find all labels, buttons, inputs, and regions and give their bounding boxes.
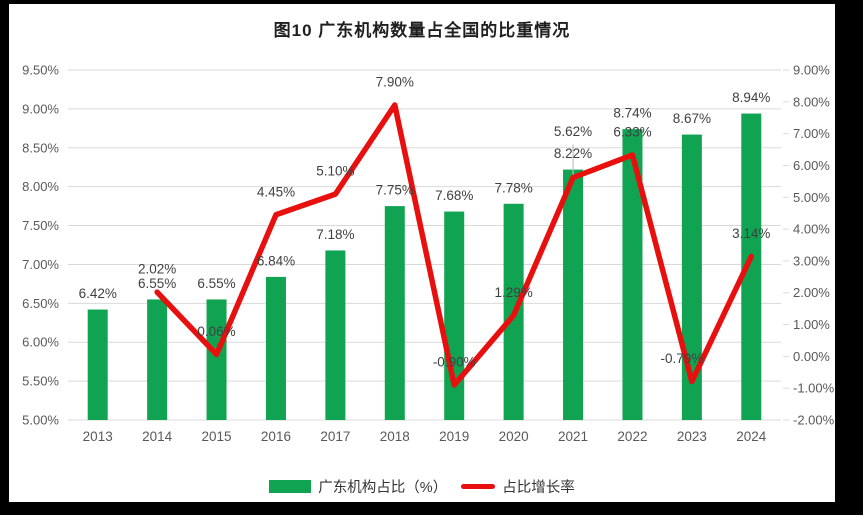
right-axis-tick-label: 0.00% <box>793 349 830 364</box>
right-axis-tick-label: 3.00% <box>793 253 830 268</box>
x-axis-label: 2024 <box>736 429 767 444</box>
left-axis-tick-label: 6.50% <box>22 296 59 311</box>
bar-data-label: 7.75% <box>376 183 414 198</box>
bar <box>206 299 227 420</box>
bar <box>444 211 465 420</box>
bar <box>384 206 405 420</box>
x-axis-label: 2021 <box>558 429 588 444</box>
combo-chart: 9.50% 9.00% 8.50% 8.00% 7.50% 7.00% 6.50% 6.00%… <box>22 63 835 445</box>
bar-data-label: 8.67% <box>673 111 711 126</box>
bar-data-label: 8.74% <box>613 106 651 121</box>
x-axis-label: 2014 <box>142 429 173 444</box>
legend-item-line-series: 占比增长率 <box>461 476 575 497</box>
line-data-label: -0.79% <box>660 351 703 366</box>
chart-title: 图10 广东机构数量占全国的比重情况 <box>273 21 571 40</box>
legend-label-line-series: 占比增长率 <box>502 480 575 496</box>
right-axis-tick-label: 2.00% <box>793 285 830 300</box>
left-axis-tick-label: 5.50% <box>22 374 59 389</box>
bar <box>147 299 168 420</box>
bar-data-label: 7.68% <box>435 188 473 203</box>
bar <box>325 250 346 420</box>
left-axis-tick-label: 7.50% <box>22 218 59 233</box>
right-axis-tick-label: -1.00% <box>793 381 835 396</box>
bar-data-label: 8.94% <box>732 90 770 105</box>
left-axis-tick-label: 9.50% <box>22 63 59 78</box>
line-data-label: -0.90% <box>433 355 476 370</box>
x-axis-label: 2015 <box>202 429 232 444</box>
x-axis-label: 2019 <box>439 429 469 444</box>
line-data-label: 0.06% <box>197 324 235 339</box>
x-axis-label: 2023 <box>677 429 707 444</box>
x-axis-label: 2018 <box>380 429 410 444</box>
bar <box>87 309 108 420</box>
x-axis-label: 2017 <box>320 429 350 444</box>
line-data-label: 5.10% <box>316 164 354 179</box>
bar-data-label: 6.55% <box>138 276 176 291</box>
left-axis-tick-label: 7.00% <box>22 257 59 272</box>
bar <box>265 276 286 420</box>
line-data-label: 2.02% <box>138 262 176 277</box>
legend: 广东机构占比（%） 占比增长率 <box>9 476 835 497</box>
x-axis-label: 2020 <box>499 429 529 444</box>
right-axis-tick-label: 4.00% <box>793 222 830 237</box>
bar-series-swatch <box>269 480 312 493</box>
chart-panel: 图10 广东机构数量占全国的比重情况 9.50% 9.00% 8.50% 8.00% 7… <box>9 4 835 502</box>
bar-data-label: 6.42% <box>79 286 117 301</box>
bar-data-label: 7.18% <box>316 227 354 242</box>
right-axis-tick-label: 9.00% <box>793 63 830 78</box>
bar <box>622 129 643 420</box>
line-data-label: 7.90% <box>376 75 414 90</box>
left-axis-tick-label: 6.00% <box>22 335 59 350</box>
line-data-label: 3.14% <box>732 226 770 241</box>
line-data-label: 1.29% <box>494 285 532 300</box>
line-data-label: 6.33% <box>613 124 651 139</box>
right-axis-tick-label: 1.00% <box>793 317 830 332</box>
right-axis-tick-label: -2.00% <box>793 413 835 428</box>
legend-label-bar-series: 广东机构占比（%） <box>318 480 448 496</box>
x-axis-label: 2016 <box>261 429 291 444</box>
x-axis-label: 2022 <box>617 429 647 444</box>
bar <box>741 113 762 421</box>
right-axis-tick-label: 5.00% <box>793 190 830 205</box>
bar <box>681 134 702 421</box>
x-axis-label: 2013 <box>83 429 113 444</box>
legend-item-bar-series: 广东机构占比（%） <box>269 476 447 497</box>
line-data-label: 4.45% <box>257 184 295 199</box>
bar-data-label: 8.22% <box>554 146 592 161</box>
line-series-swatch <box>461 484 496 489</box>
growth-line <box>154 102 755 388</box>
right-axis-tick-label: 7.00% <box>793 126 830 141</box>
right-axis-tick-label: 8.00% <box>793 94 830 109</box>
line-data-label: 5.62% <box>554 124 592 139</box>
right-axis-tick-label: 6.00% <box>793 158 830 173</box>
left-axis-tick-label: 9.00% <box>22 101 59 116</box>
bar-data-label: 7.78% <box>494 180 532 195</box>
left-axis-tick-label: 8.00% <box>22 179 59 194</box>
bar-data-label: 6.55% <box>197 276 235 291</box>
bar <box>563 169 584 420</box>
left-axis-tick-label: 8.50% <box>22 140 59 155</box>
bar-data-label: 6.84% <box>257 253 295 268</box>
left-axis-tick-label: 5.00% <box>22 413 59 428</box>
